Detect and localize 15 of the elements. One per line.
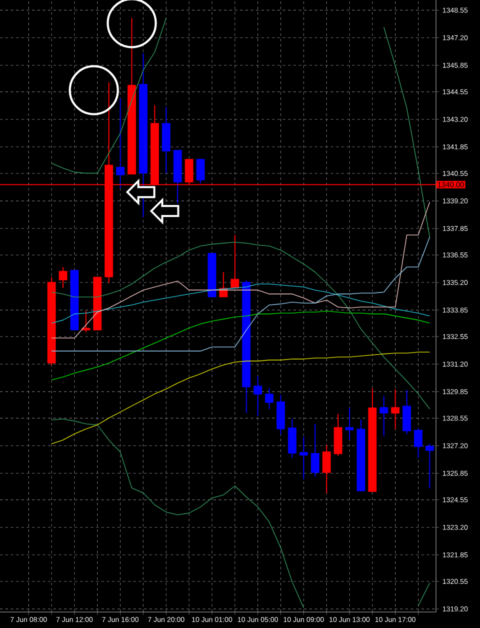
candlestick <box>299 436 308 480</box>
candlestick <box>58 266 68 289</box>
candlestick <box>391 388 400 430</box>
candlestick <box>414 428 422 458</box>
candlestick <box>345 407 354 441</box>
candlestick <box>310 423 320 478</box>
candlestick <box>230 234 240 289</box>
candlestick <box>196 158 205 184</box>
candlestick <box>380 395 388 436</box>
candlestick <box>265 388 274 410</box>
candlestick <box>116 98 125 189</box>
candlestick <box>82 310 90 333</box>
candlestick <box>254 375 262 416</box>
candlestick <box>425 443 434 489</box>
candlestick <box>322 444 331 494</box>
